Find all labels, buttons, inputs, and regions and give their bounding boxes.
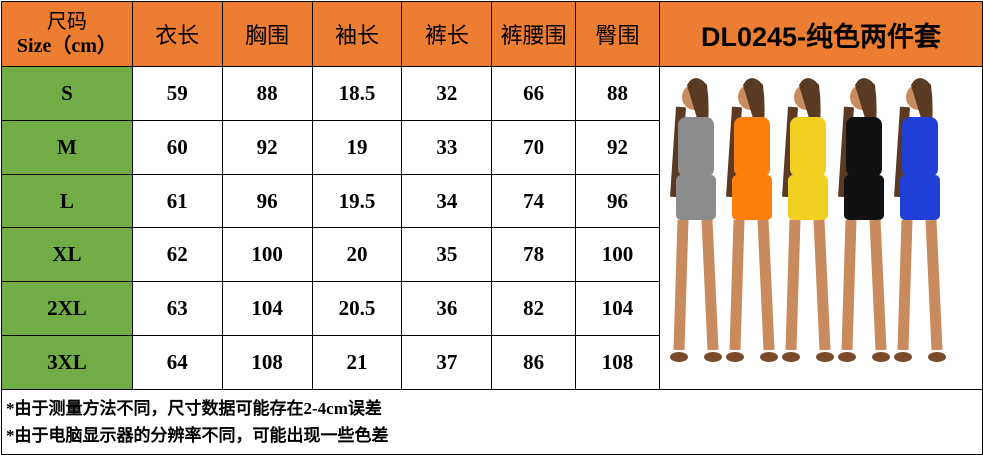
size-header: 尺码 Size（cm） (1, 1, 133, 67)
value-cell: 108 (575, 335, 660, 390)
value-cell: 78 (491, 227, 577, 283)
value-cell: 88 (575, 66, 660, 121)
col-header: 胸围 (221, 1, 313, 67)
value-cell: 100 (575, 227, 660, 283)
value-cell: 62 (131, 227, 223, 283)
size-cell: XL (1, 227, 133, 283)
notes: *由于测量方法不同，尺寸数据可能存在2-4cm误差 *由于电脑显示器的分辨率不同… (1, 389, 983, 455)
table-row: 3XL 64 108 21 37 86 108 (1, 335, 983, 390)
note: *由于测量方法不同，尺寸数据可能存在2-4cm误差 (6, 399, 382, 418)
table-row: S 59 88 18.5 32 66 88 (1, 66, 983, 390)
table-row: M 60 92 19 33 70 92 (1, 119, 983, 175)
value-cell: 66 (491, 66, 577, 121)
value-cell: 20 (311, 227, 403, 283)
product-photo (658, 66, 983, 390)
model-figure (837, 78, 890, 362)
value-cell: 100 (221, 227, 313, 283)
table-row: L 61 96 19.5 34 74 96 (1, 173, 983, 229)
size-cell: 2XL (1, 281, 133, 337)
size-cell: 3XL (1, 335, 133, 390)
col-header: 袖长 (311, 1, 403, 67)
value-cell: 104 (575, 281, 660, 337)
product-title: DL0245-纯色两件套 (658, 1, 983, 67)
value-cell: 34 (401, 173, 493, 229)
value-cell: 35 (401, 227, 493, 283)
value-cell: 20.5 (311, 281, 403, 337)
value-cell: 108 (221, 335, 313, 390)
value-cell: 74 (491, 173, 577, 229)
notes-row: *由于测量方法不同，尺寸数据可能存在2-4cm误差 *由于电脑显示器的分辨率不同… (1, 389, 983, 455)
value-cell: 21 (311, 335, 403, 390)
note: *由于电脑显示器的分辨率不同，可能出现一些色差 (6, 426, 389, 445)
value-cell: 36 (401, 281, 493, 337)
value-cell: 61 (131, 173, 223, 229)
value-cell: 19 (311, 119, 403, 175)
model-figure (725, 78, 778, 362)
col-header: 衣长 (131, 1, 223, 67)
model-figure (669, 78, 722, 362)
value-cell: 59 (131, 66, 223, 121)
value-cell: 104 (221, 281, 313, 337)
size-cell: S (1, 66, 133, 121)
header-row: 尺码 Size（cm） 衣长 胸围 袖长 裤长 裤腰围 臀围 DL0245-纯色… (1, 1, 983, 67)
value-cell: 18.5 (311, 66, 403, 121)
size-cell: L (1, 173, 133, 229)
value-cell: 33 (401, 119, 493, 175)
value-cell: 63 (131, 281, 223, 337)
value-cell: 64 (131, 335, 223, 390)
size-label-cn: 尺码 (46, 11, 87, 33)
table-row: XL 62 100 20 35 78 100 (1, 227, 983, 283)
col-header: 裤长 (401, 1, 493, 67)
value-cell: 92 (575, 119, 660, 175)
value-cell: 96 (575, 173, 660, 229)
model-figure (781, 78, 834, 362)
value-cell: 70 (491, 119, 577, 175)
value-cell: 82 (491, 281, 577, 337)
value-cell: 32 (401, 66, 493, 121)
value-cell: 19.5 (311, 173, 403, 229)
value-cell: 92 (221, 119, 313, 175)
table-row: 2XL 63 104 20.5 36 82 104 (1, 281, 983, 337)
value-cell: 60 (131, 119, 223, 175)
value-cell: 86 (491, 335, 577, 390)
size-cell: M (1, 119, 133, 175)
value-cell: 37 (401, 335, 493, 390)
model-figure (893, 78, 946, 362)
col-header: 臀围 (575, 1, 660, 67)
value-cell: 88 (221, 66, 313, 121)
value-cell: 96 (221, 173, 313, 229)
col-header: 裤腰围 (491, 1, 577, 67)
size-label-en: Size（cm） (16, 35, 117, 57)
